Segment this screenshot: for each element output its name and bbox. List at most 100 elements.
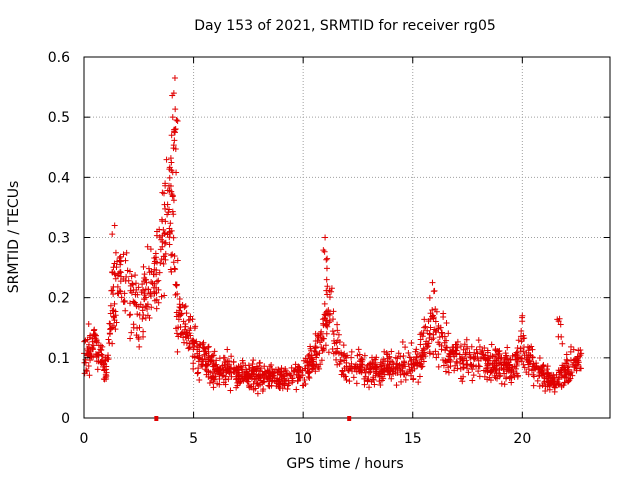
data-point [542,387,549,394]
data-point [560,372,567,379]
data-point [315,334,322,341]
data-point [206,380,213,387]
data-point [425,343,432,350]
chart-title: Day 153 of 2021, SRMTID for receiver rg0… [194,18,496,34]
data-point [578,350,585,357]
data-point [185,335,192,342]
data-point [562,360,569,367]
data-point [354,352,361,359]
data-point [476,373,483,380]
data-point [381,365,388,372]
data-point [109,231,116,238]
data-point [130,321,137,328]
data-point [263,374,270,381]
data-point [293,386,300,393]
data-point [101,367,108,374]
data-point [166,225,173,232]
data-point [162,239,169,246]
x-tick-label: 0 [80,431,89,447]
data-point [129,280,136,287]
data-point [487,367,494,374]
data-point [143,279,150,286]
data-point [168,132,175,139]
data-point [497,372,504,379]
data-point [323,256,330,263]
x-tick-label: 20 [513,431,531,447]
data-point [416,373,423,380]
data-point [563,351,570,358]
data-point [533,362,540,369]
data-point [367,361,374,368]
data-point [440,362,447,369]
data-point [513,370,520,377]
data-point [405,349,412,356]
data-point [362,369,369,376]
data-point [84,336,91,343]
data-point [169,114,176,121]
data-point [111,317,118,324]
data-point [429,306,436,313]
data-point [334,327,341,334]
data-point [170,142,177,149]
data-point [364,362,371,369]
data-point [232,376,239,383]
data-point [325,349,332,356]
data-point [117,288,124,295]
data-point [250,386,257,393]
data-point [169,192,176,199]
data-point [147,246,154,253]
data-point [506,375,513,382]
data-point [171,137,178,144]
data-point [191,353,198,360]
data-point [353,380,360,387]
data-point [172,291,179,298]
data-point [144,243,151,250]
data-point [418,356,425,363]
data-point [401,361,408,368]
data-point [568,343,575,350]
data-point [204,361,211,368]
data-point [406,354,413,361]
data-point [186,330,193,337]
data-point [135,335,142,342]
data-point [318,357,325,364]
data-point [366,384,373,391]
data-point [432,328,439,335]
data-point [251,368,258,375]
data-point [396,362,403,369]
data-point [484,349,491,356]
data-point [166,174,173,181]
data-point [228,369,235,376]
data-point [408,340,415,347]
data-point [147,291,154,298]
data-point [92,332,99,339]
data-point [91,326,98,333]
data-point [182,303,189,310]
data-point [345,367,352,374]
data-point [284,385,291,392]
data-point [145,286,152,293]
x-tick-label: 5 [189,431,198,447]
y-tick-label: 0.6 [48,50,70,66]
data-point [266,363,273,370]
axis-ticks: 0 0.1 0.2 0.3 0.4 0.5 0.6 0 5 10 15 20 [48,50,610,447]
data-point [385,369,392,376]
data-point [389,359,396,366]
data-point [572,362,579,369]
data-point [97,346,104,353]
data-point [278,368,285,375]
data-point [417,331,424,338]
data-point [168,159,175,166]
data-point [502,350,509,357]
data-point [556,380,563,387]
data-point [498,361,505,368]
data-point [489,361,496,368]
data-point [534,377,541,384]
data-point [571,356,578,363]
y-tick-label: 0.3 [48,231,70,247]
data-point [498,354,505,361]
data-point [459,357,466,364]
data-point [289,374,296,381]
data-point [421,316,428,323]
data-point [571,363,578,370]
